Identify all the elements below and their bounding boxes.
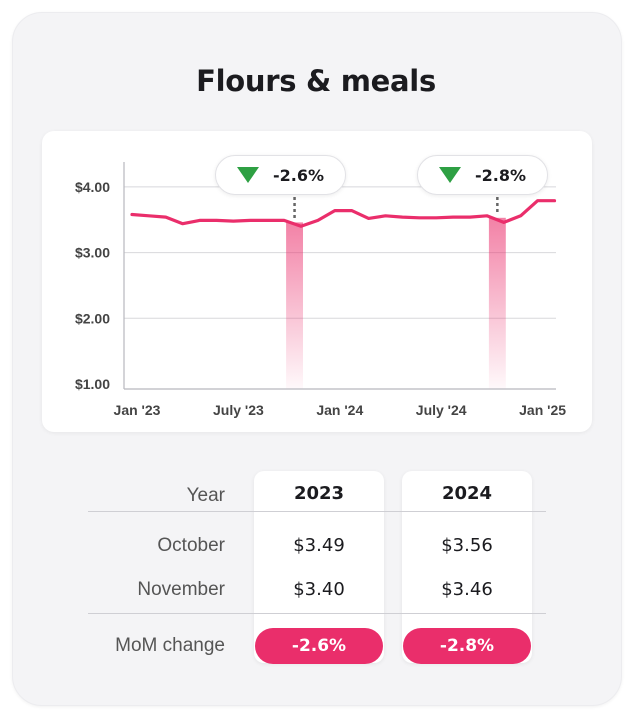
cell-november-2023: $3.40 [293, 579, 345, 600]
line-chart: $1.00 $2.00 $3.00 $4.00 Jan '23 July '23 Jan '… [75, 162, 566, 418]
cell-october-2024: $3.56 [441, 535, 493, 556]
column-header-2023: 2023 [293, 483, 345, 504]
row-label-november: November [137, 579, 225, 600]
row-label-october: October [157, 535, 225, 556]
callout-2024: -2.8% [417, 155, 548, 195]
y-tick-label: $2.00 [75, 310, 110, 326]
column-header-2024: 2024 [441, 483, 493, 504]
down-arrow-icon [438, 167, 461, 183]
highlight-band [488, 217, 506, 389]
year-label: Year [186, 485, 225, 506]
x-tick-label: Jan '24 [316, 402, 363, 418]
x-tick-label: Jan '25 [519, 402, 566, 418]
x-tick-label: July '24 [416, 402, 467, 418]
cell-november-2024: $3.46 [441, 579, 493, 600]
series-line [130, 199, 557, 228]
y-tick-label: $1.00 [75, 376, 110, 392]
page-title: Flours & meals [196, 64, 436, 98]
callout-value: -2.6% [272, 165, 324, 185]
callout-value: -2.8% [474, 165, 526, 185]
x-tick-label: July '23 [213, 402, 264, 418]
highlight-band [286, 222, 303, 389]
y-tick-label: $3.00 [75, 245, 110, 261]
mom-change-badge-2024: -2.8% [403, 628, 531, 664]
x-tick-label: Jan '23 [114, 402, 161, 418]
table-divider [88, 613, 546, 614]
table-divider [88, 511, 546, 512]
callout-2023: -2.6% [215, 155, 346, 195]
cell-october-2023: $3.49 [293, 535, 345, 556]
mom-change-badge-2023: -2.6% [255, 628, 383, 664]
y-tick-label: $4.00 [75, 179, 110, 195]
row-label-mom-change: MoM change [115, 635, 225, 656]
down-arrow-icon [236, 167, 259, 183]
